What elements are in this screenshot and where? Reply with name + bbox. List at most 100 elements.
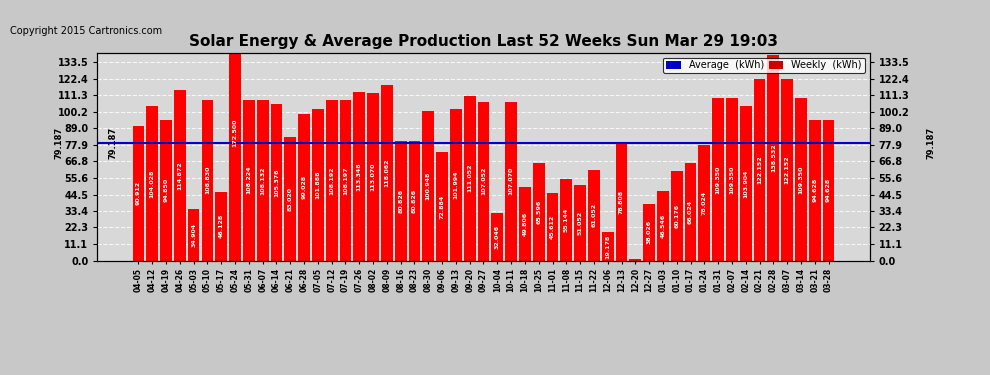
Bar [491, 213, 503, 261]
Text: 94.628: 94.628 [812, 178, 818, 203]
Text: 101.888: 101.888 [316, 171, 321, 199]
Text: 90.912: 90.912 [136, 181, 141, 205]
Text: 101.994: 101.994 [453, 171, 458, 199]
Bar [477, 102, 489, 261]
Text: 46.546: 46.546 [660, 214, 665, 238]
Text: 66.024: 66.024 [688, 200, 693, 223]
Text: 49.806: 49.806 [523, 211, 528, 236]
Text: 79.187: 79.187 [109, 127, 118, 159]
Title: Solar Energy & Average Production Last 52 Weeks Sun Mar 29 19:03: Solar Energy & Average Production Last 5… [189, 34, 778, 49]
Text: 108.192: 108.192 [329, 166, 335, 195]
Text: 78.808: 78.808 [619, 190, 624, 214]
Text: 72.884: 72.884 [440, 194, 445, 219]
Text: 32.046: 32.046 [495, 225, 500, 249]
Text: 108.197: 108.197 [343, 166, 347, 195]
Text: 103.904: 103.904 [743, 169, 748, 198]
Text: 80.826: 80.826 [398, 189, 403, 213]
Text: 105.376: 105.376 [274, 168, 279, 196]
Text: 38.026: 38.026 [646, 220, 651, 245]
Text: 122.152: 122.152 [785, 156, 790, 184]
Bar [685, 162, 696, 261]
Text: 65.596: 65.596 [537, 200, 542, 224]
Bar [588, 170, 600, 261]
Bar [326, 100, 338, 261]
Bar [616, 144, 628, 261]
Text: Copyright 2015 Cartronics.com: Copyright 2015 Cartronics.com [10, 26, 162, 36]
Bar [437, 152, 447, 261]
Bar [270, 104, 282, 261]
Text: 108.830: 108.830 [205, 166, 210, 195]
Bar [312, 109, 324, 261]
Text: 55.144: 55.144 [564, 207, 569, 232]
Text: 109.350: 109.350 [730, 165, 735, 194]
Legend: Average  (kWh), Weekly  (kWh): Average (kWh), Weekly (kWh) [663, 57, 864, 74]
Bar [505, 102, 517, 261]
Bar [256, 100, 268, 261]
Bar [560, 179, 572, 261]
Text: 109.350: 109.350 [716, 165, 721, 194]
Text: 79.187: 79.187 [927, 127, 936, 159]
Bar [464, 96, 475, 261]
Bar [546, 193, 558, 261]
Text: 34.904: 34.904 [191, 223, 196, 247]
Bar [160, 120, 172, 261]
Bar [202, 100, 213, 261]
Text: 114.872: 114.872 [177, 161, 182, 190]
Bar [740, 106, 751, 261]
Bar [395, 141, 407, 261]
Bar [699, 145, 710, 261]
Text: 46.128: 46.128 [219, 214, 224, 238]
Bar [340, 100, 351, 261]
Text: 99.028: 99.028 [302, 175, 307, 199]
Text: 109.350: 109.350 [799, 165, 804, 194]
Text: 94.850: 94.850 [163, 178, 168, 202]
Bar [423, 111, 435, 261]
Bar [533, 163, 544, 261]
Bar [147, 106, 158, 261]
Bar [630, 259, 642, 261]
Bar [753, 79, 765, 261]
Text: 94.628: 94.628 [826, 178, 831, 203]
Text: 79.187: 79.187 [54, 127, 63, 159]
Bar [216, 192, 227, 261]
Text: 60.176: 60.176 [674, 204, 679, 228]
Text: 100.948: 100.948 [426, 171, 431, 200]
Bar [767, 55, 779, 261]
Bar [519, 187, 531, 261]
Bar [602, 232, 614, 261]
Bar [726, 98, 738, 261]
Text: 111.052: 111.052 [467, 164, 472, 192]
Bar [795, 98, 807, 261]
Text: 78.024: 78.024 [702, 190, 707, 215]
Bar [133, 126, 145, 261]
Text: 107.070: 107.070 [509, 167, 514, 195]
Text: 108.224: 108.224 [247, 166, 251, 194]
Text: 122.152: 122.152 [757, 156, 762, 184]
Bar [188, 209, 200, 261]
Bar [298, 114, 310, 261]
Text: 19.178: 19.178 [605, 234, 610, 258]
Bar [243, 100, 254, 261]
Text: 104.028: 104.028 [149, 169, 154, 198]
Bar [657, 192, 669, 261]
Text: 45.612: 45.612 [550, 214, 555, 239]
Text: 61.052: 61.052 [591, 203, 596, 227]
Text: 118.062: 118.062 [384, 159, 389, 187]
Bar [353, 92, 365, 261]
Bar [823, 120, 835, 261]
Text: 113.348: 113.348 [356, 162, 361, 191]
Text: 113.070: 113.070 [370, 162, 375, 191]
Bar [450, 109, 461, 261]
Bar [409, 141, 421, 261]
Text: 108.132: 108.132 [260, 166, 265, 195]
Bar [671, 171, 682, 261]
Bar [574, 185, 586, 261]
Bar [229, 4, 241, 261]
Bar [644, 204, 655, 261]
Bar [781, 79, 793, 261]
Bar [381, 85, 393, 261]
Text: 172.500: 172.500 [233, 118, 238, 147]
Bar [174, 90, 186, 261]
Text: 138.532: 138.532 [771, 143, 776, 172]
Bar [367, 93, 379, 261]
